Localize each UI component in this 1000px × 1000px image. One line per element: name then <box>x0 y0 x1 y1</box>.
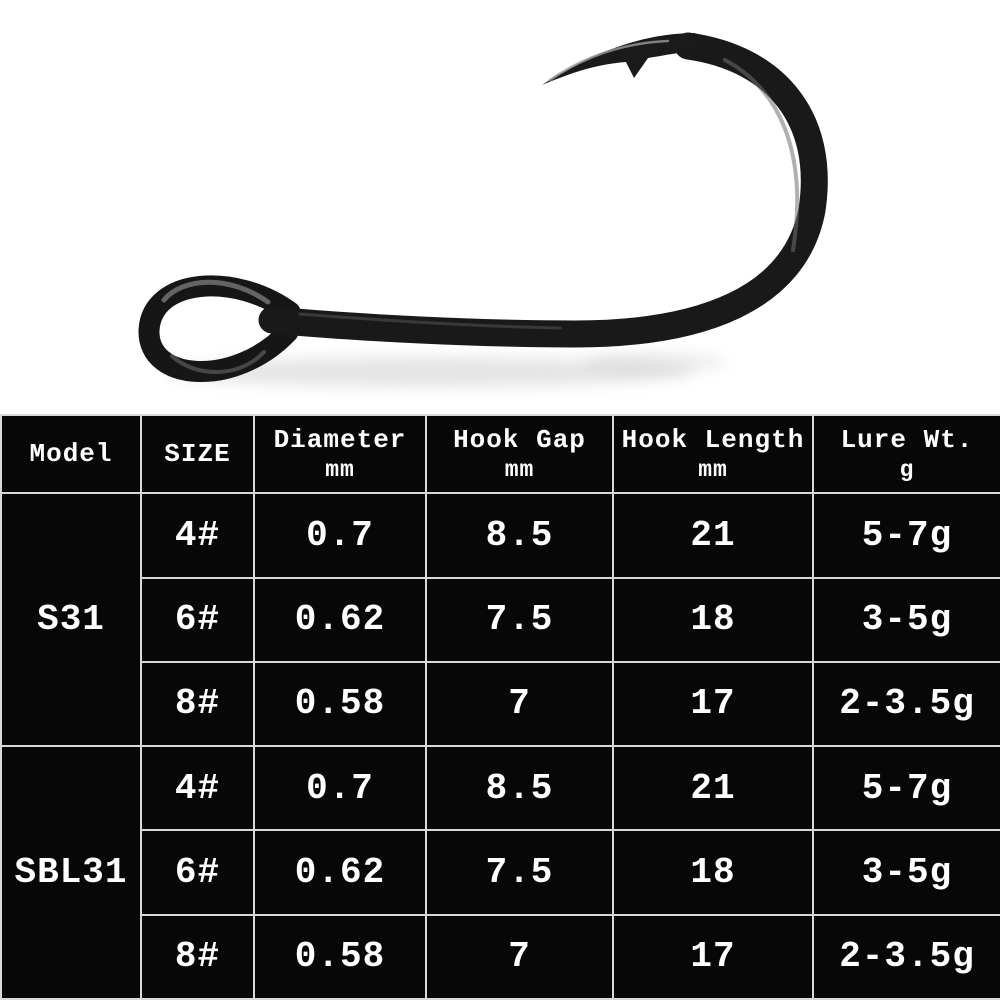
header-label: Diameter <box>273 425 407 456</box>
header-diameter: Diameter mm <box>253 413 427 495</box>
header-lure-wt: Lure Wt. g <box>812 413 1000 495</box>
hook-highlight-bend <box>723 58 800 252</box>
spec-cell-hook-gap: 7.5 <box>425 576 614 663</box>
header-label: Model <box>29 438 113 469</box>
fishing-hook-image <box>138 32 828 387</box>
header-label: Hook Gap <box>453 425 586 456</box>
table-row: 8# 0.58 7 17 2-3.5g <box>1 913 1000 1000</box>
spec-cell-lure-wt: 5-7g <box>812 745 1000 832</box>
header-unit: mm <box>504 456 535 483</box>
spec-cell-lure-wt: 3-5g <box>812 576 1000 663</box>
spec-cell-hook-gap: 8.5 <box>425 745 614 832</box>
spec-cell-size: 4# <box>140 745 255 832</box>
spec-cell-size: 6# <box>140 576 255 663</box>
spec-cell-diameter: 0.58 <box>253 660 427 748</box>
hook-point <box>542 33 697 85</box>
spec-cell-diameter: 0.7 <box>253 745 427 832</box>
model-cell-s31: S31 <box>0 492 142 748</box>
header-hook-length: Hook Length mm <box>612 413 814 495</box>
spec-cell-hook-gap: 8.5 <box>425 492 614 579</box>
spec-cell-diameter: 0.7 <box>253 492 427 579</box>
spec-cell-lure-wt: 3-5g <box>812 829 1000 916</box>
header-unit: mm <box>325 456 355 483</box>
table-row: 6# 0.62 7.5 18 3-5g <box>1 576 1000 663</box>
spec-cell-lure-wt: 2-3.5g <box>812 913 1000 1000</box>
header-label: Lure Wt. <box>840 425 974 456</box>
header-unit: mm <box>698 456 728 483</box>
spec-cell-size: 4# <box>140 492 255 579</box>
hook-highlight-point <box>548 39 670 82</box>
spec-cell-diameter: 0.58 <box>253 913 427 1000</box>
header-unit: g <box>899 456 915 483</box>
spec-cell-hook-length: 17 <box>612 660 814 748</box>
spec-cell-hook-length: 21 <box>612 492 814 579</box>
header-label: Hook Length <box>621 425 805 456</box>
header-model: Model <box>0 413 142 495</box>
table-row: 6# 0.62 7.5 18 3-5g <box>1 829 1000 916</box>
header-hook-gap: Hook Gap mm <box>425 413 614 495</box>
spec-cell-hook-length: 18 <box>612 829 814 916</box>
spec-cell-hook-length: 21 <box>612 745 814 832</box>
spec-cell-diameter: 0.62 <box>253 829 427 916</box>
hook-highlight-eye-bottom <box>170 350 266 374</box>
spec-cell-size: 6# <box>140 829 255 916</box>
hook-highlight-shank <box>298 312 562 330</box>
hook-shank-bend <box>258 32 828 348</box>
table-header-row: Model SIZE Diameter mm Hook Gap mm Hook … <box>0 413 1000 495</box>
hook-eye <box>138 275 301 383</box>
header-size: SIZE <box>140 413 255 495</box>
hook-highlight-eye-top <box>161 279 271 305</box>
spec-cell-hook-gap: 7.5 <box>425 829 614 916</box>
spec-cell-hook-length: 17 <box>612 913 814 1000</box>
spec-table: Model SIZE Diameter mm Hook Gap mm Hook … <box>0 413 1000 1000</box>
spec-cell-hook-gap: 7 <box>425 660 614 748</box>
header-label: SIZE <box>164 438 231 469</box>
table-row: 8# 0.58 7 17 2-3.5g <box>1 660 1000 748</box>
model-cell-sbl31: SBL31 <box>0 745 142 1000</box>
hook-shadow <box>165 357 695 387</box>
table-row: SBL31 4# 0.7 8.5 21 5-7g <box>0 745 1000 1000</box>
table-row: S31 4# 0.7 8.5 21 5-7g <box>0 492 1000 748</box>
hook-shadow-bend <box>585 352 725 372</box>
spec-cell-size: 8# <box>140 913 255 1000</box>
spec-cell-size: 8# <box>140 660 255 748</box>
spec-cell-lure-wt: 2-3.5g <box>812 660 1000 748</box>
spec-cell-lure-wt: 5-7g <box>812 492 1000 579</box>
spec-cell-hook-gap: 7 <box>425 913 614 1000</box>
product-photo <box>0 0 1000 414</box>
spec-cell-hook-length: 18 <box>612 576 814 663</box>
spec-cell-diameter: 0.62 <box>253 576 427 663</box>
